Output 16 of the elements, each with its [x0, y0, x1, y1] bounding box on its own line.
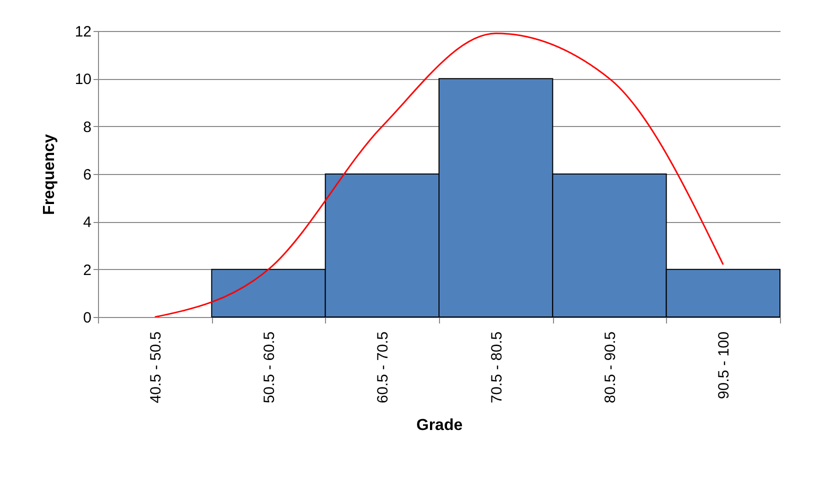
y-tick-label: 0 — [83, 310, 92, 326]
x-tick-label: 80.5 - 90.5 — [602, 332, 619, 404]
y-axis-title: Frequency — [40, 134, 58, 215]
y-tick-label: 12 — [74, 24, 92, 40]
x-tick-label: 60.5 - 70.5 — [374, 332, 392, 404]
x-tick-label: 90.5 - 100 — [716, 332, 733, 400]
y-tick-label: 4 — [83, 214, 92, 232]
y-tick-label: 6 — [83, 166, 92, 184]
y-tick-label: 2 — [83, 262, 92, 279]
y-tick-label: 10 — [74, 71, 92, 88]
line-series — [154, 32, 724, 317]
x-axis-title: Grade — [416, 417, 463, 434]
y-tick-label: 8 — [83, 118, 92, 136]
x-tick-label: 40.5 - 50.5 — [147, 332, 164, 404]
x-tick-label: 70.5 - 80.5 — [488, 332, 506, 404]
x-tick-label: 50.5 - 60.5 — [261, 332, 278, 404]
